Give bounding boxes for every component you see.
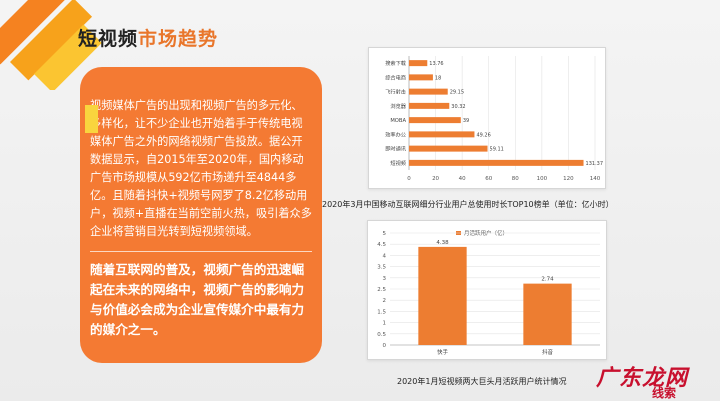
bar: [409, 117, 461, 124]
category-label: 飞行射击: [385, 88, 406, 96]
y-tick-label: 0: [383, 343, 387, 349]
highlight-mark: [85, 105, 98, 133]
y-tick-label: 4.5: [377, 242, 386, 248]
y-tick-label: 2.5: [377, 287, 386, 293]
bar: [409, 131, 475, 138]
x-tick-label: 40: [459, 176, 466, 182]
watermark-sub: 线索: [652, 386, 677, 400]
page-title-part1: 短视频: [78, 28, 139, 50]
x-tick-label: 0: [407, 176, 411, 182]
x-tick-label: 140: [590, 176, 601, 182]
x-tick-label: 80: [512, 176, 519, 182]
data-label: 18: [435, 75, 441, 81]
category-label: 浏览器: [390, 102, 406, 110]
bar: [409, 60, 428, 67]
category-label: 短视频: [390, 159, 406, 167]
active-users-chart-caption: 2020年1月短视频两大巨头月活跃用户统计情况: [397, 377, 567, 386]
active-users-chart-panel: 月活跃用户（亿） 0 0.5 1 1.5 2 2.5 3 3.5 4 4.5 5 4.38 快手 2.74 抖…: [367, 220, 607, 360]
page-title-part2: 市场趋势: [138, 28, 219, 50]
active-users-chart: 月活跃用户（亿）00.511.522.533.544.554.38快手2.74抖…: [377, 229, 600, 356]
divider: [90, 251, 312, 252]
data-label: 4.38: [436, 240, 449, 246]
usage-time-chart-caption: 2020年3月中国移动互联网细分行业用户总使用时长TOP10榜单（单位：亿小时）: [322, 200, 614, 209]
category-label: 搜索下载: [385, 59, 406, 67]
data-label: 29.15: [450, 90, 464, 96]
y-tick-label: 5: [383, 231, 387, 237]
usage-time-chart: 0 20 40 60 80 100 120 140 搜索下载 13.76 综合电商 18 飞行射击 29.…: [385, 56, 604, 182]
y-tick-label: 3: [383, 276, 387, 282]
x-tick-label: 20: [432, 176, 439, 182]
category-label: 综合电商: [385, 73, 406, 81]
data-label: 39: [463, 118, 469, 124]
data-label: 131.37: [586, 161, 604, 167]
watermark-logo: 广东龙网: [596, 365, 689, 391]
bar: [418, 246, 467, 345]
bar: [409, 145, 488, 152]
data-label: 59.11: [490, 147, 504, 153]
bar: [409, 74, 433, 81]
category-label: MOBA: [390, 118, 406, 124]
bar: [523, 283, 572, 345]
y-tick-label: 2: [383, 298, 387, 304]
y-tick-label: 4: [383, 253, 387, 259]
text-card: 视频媒体广告的出现和视频广告的多元化、多样化，让不少企业也开始着手于传统电视媒体…: [80, 67, 322, 363]
y-tick-label: 1.5: [377, 309, 386, 315]
bar: [409, 102, 450, 109]
data-label: 13.76: [429, 61, 443, 67]
x-tick-label: 60: [485, 176, 492, 182]
category-label: 效率办公: [385, 130, 406, 138]
x-tick-label: 100: [537, 176, 548, 182]
bar: [409, 88, 448, 95]
usage-time-chart-panel: 0 20 40 60 80 100 120 140 搜索下载 13.76 综合电商 18 飞行射击 29.…: [368, 47, 606, 189]
y-tick-label: 1: [383, 321, 387, 327]
category-label: 抖音: [542, 348, 554, 356]
data-label: 49.26: [476, 132, 490, 138]
bar: [409, 159, 584, 166]
conclusion-paragraph: 随着互联网的普及，视频广告的迅速崛起在未来的网络中，视频广告的影响力与价值必会成…: [90, 262, 305, 337]
y-tick-label: 0.5: [377, 332, 386, 338]
data-label: 2.74: [541, 277, 554, 283]
category-label: 快手: [437, 348, 449, 356]
y-tick-label: 3.5: [377, 265, 386, 271]
data-label: 30.32: [451, 104, 465, 110]
intro-paragraph: 视频媒体广告的出现和视频广告的多元化、多样化，让不少企业也开始着手于传统电视媒体…: [90, 99, 312, 238]
x-tick-label: 120: [563, 176, 574, 182]
category-label: 即时通讯: [385, 145, 407, 153]
page-title: 短视频市场趋势: [78, 24, 218, 51]
